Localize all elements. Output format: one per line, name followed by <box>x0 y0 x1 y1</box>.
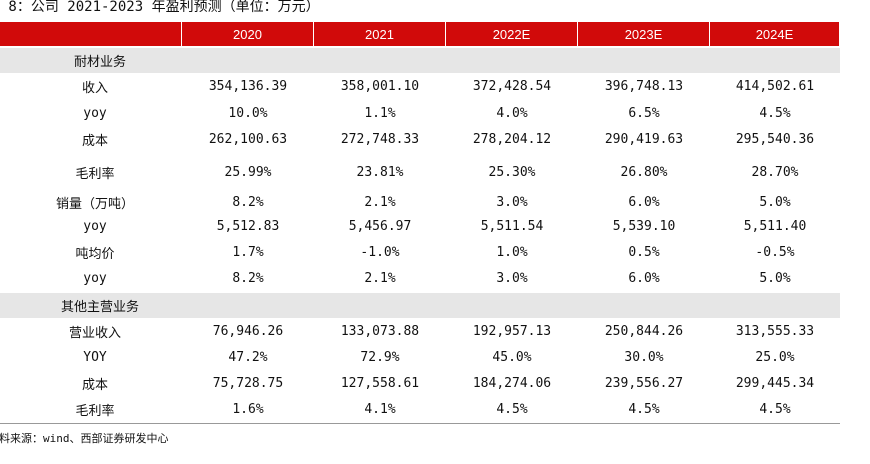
table-cell: 6.0% <box>628 270 660 286</box>
table-cell: 250,844.26 <box>604 323 684 339</box>
row-label: 成本 <box>81 133 108 149</box>
table-title: 表 8：公司 2021-2023 年盈利预测（单位：万元） <box>0 0 320 15</box>
section-band <box>0 48 840 73</box>
row-label: yoy <box>83 105 107 121</box>
table-cell: 25.30% <box>488 164 536 180</box>
table-cell: 278,204.12 <box>472 131 552 147</box>
row-label: 收入 <box>81 81 108 96</box>
table-cell: 4.1% <box>364 402 396 417</box>
table-cell: 272,748.33 <box>340 131 420 147</box>
table-cell: 5,511.40 <box>743 219 807 234</box>
table-cell: 5,511.54 <box>480 219 544 234</box>
row-label: 营业收入 <box>68 325 121 341</box>
table-cell: 3.0% <box>496 195 528 210</box>
header-cell <box>0 22 181 46</box>
table-cell: 0.5% <box>628 245 660 260</box>
table-cell: 8.2% <box>232 270 264 286</box>
table-cell: 396,748.13 <box>604 79 684 94</box>
table-cell: 5.0% <box>759 270 791 286</box>
row-label: yoy <box>83 219 107 234</box>
table-cell: 25.99% <box>224 164 272 180</box>
table-cell: 76,946.26 <box>212 323 284 339</box>
table-cell: 133,073.88 <box>340 323 420 339</box>
source-note: 资料来源：wind、西部证券研发中心 <box>0 432 169 445</box>
table-cell: 10.0% <box>228 105 268 121</box>
section-title: 其他主营业务 <box>60 300 139 315</box>
table-cell: 2.1% <box>364 270 396 286</box>
table-cell: 30.0% <box>624 349 664 365</box>
table-cell: 4.0% <box>496 105 528 121</box>
row-label: yoy <box>83 270 107 286</box>
table-cell: 28.70% <box>751 164 799 180</box>
row-label: 毛利率 <box>75 404 115 419</box>
table-cell: 75,728.75 <box>212 375 284 391</box>
table-cell: 1.6% <box>232 402 264 417</box>
table-cell: 4.5% <box>759 402 791 417</box>
table-cell: 5.0% <box>759 195 791 210</box>
table-cell: 372,428.54 <box>472 79 552 94</box>
table-cell: 354,136.39 <box>208 79 288 94</box>
divider <box>0 46 840 48</box>
table-cell: 8.2% <box>232 195 264 210</box>
section-band <box>0 293 840 318</box>
table-cell: 262,100.63 <box>208 131 288 147</box>
table-cell: 1.0% <box>496 245 528 260</box>
table-cell: 184,274.06 <box>472 375 552 391</box>
table-cell: 4.5% <box>628 402 660 417</box>
table-cell: 239,556.27 <box>604 375 684 391</box>
column-header: 2023E <box>578 22 709 46</box>
table-cell: 5,512.83 <box>216 219 280 234</box>
table-cell: 295,540.36 <box>735 131 815 147</box>
table-cell: 6.5% <box>628 105 660 121</box>
table-cell: 47.2% <box>228 349 268 365</box>
row-label: 毛利率 <box>75 166 115 182</box>
table-cell: 299,445.34 <box>735 375 815 391</box>
table-cell: 25.0% <box>755 349 795 365</box>
table-cell: -1.0% <box>360 245 400 260</box>
table-cell: 290,419.63 <box>604 131 684 147</box>
column-header: 2024E <box>710 22 839 46</box>
column-header: 2021 <box>314 22 445 46</box>
table-cell: 1.1% <box>364 105 396 121</box>
table-cell: 5,539.10 <box>612 219 676 234</box>
table-cell: 6.0% <box>628 195 660 210</box>
section-title: 耐材业务 <box>73 55 126 70</box>
table-cell: 2.1% <box>364 195 396 210</box>
table-cell: 23.81% <box>356 164 404 180</box>
table-cell: 313,555.33 <box>735 323 815 339</box>
table-cell: 414,502.61 <box>735 79 815 94</box>
table-cell: 5,456.97 <box>348 219 412 234</box>
table-cell: 3.0% <box>496 270 528 286</box>
table-cell: 358,001.10 <box>340 79 420 94</box>
bottom-rule <box>0 423 840 424</box>
row-label: YOY <box>83 349 107 365</box>
table-cell: 4.5% <box>496 402 528 417</box>
column-header: 2020 <box>182 22 313 46</box>
table-cell: 192,957.13 <box>472 323 552 339</box>
table-cell: 4.5% <box>759 105 791 121</box>
table-cell: 26.80% <box>620 164 668 180</box>
row-label: 吨均价 <box>75 247 115 262</box>
table-cell: 127,558.61 <box>340 375 420 391</box>
row-label: 成本 <box>81 377 108 393</box>
table-cell: 1.7% <box>232 245 264 260</box>
column-header: 2022E <box>446 22 577 46</box>
table-cell: -0.5% <box>755 245 795 260</box>
table-cell: 45.0% <box>492 349 532 365</box>
table-cell: 72.9% <box>360 349 400 365</box>
row-label: 销量（万吨） <box>55 197 134 212</box>
